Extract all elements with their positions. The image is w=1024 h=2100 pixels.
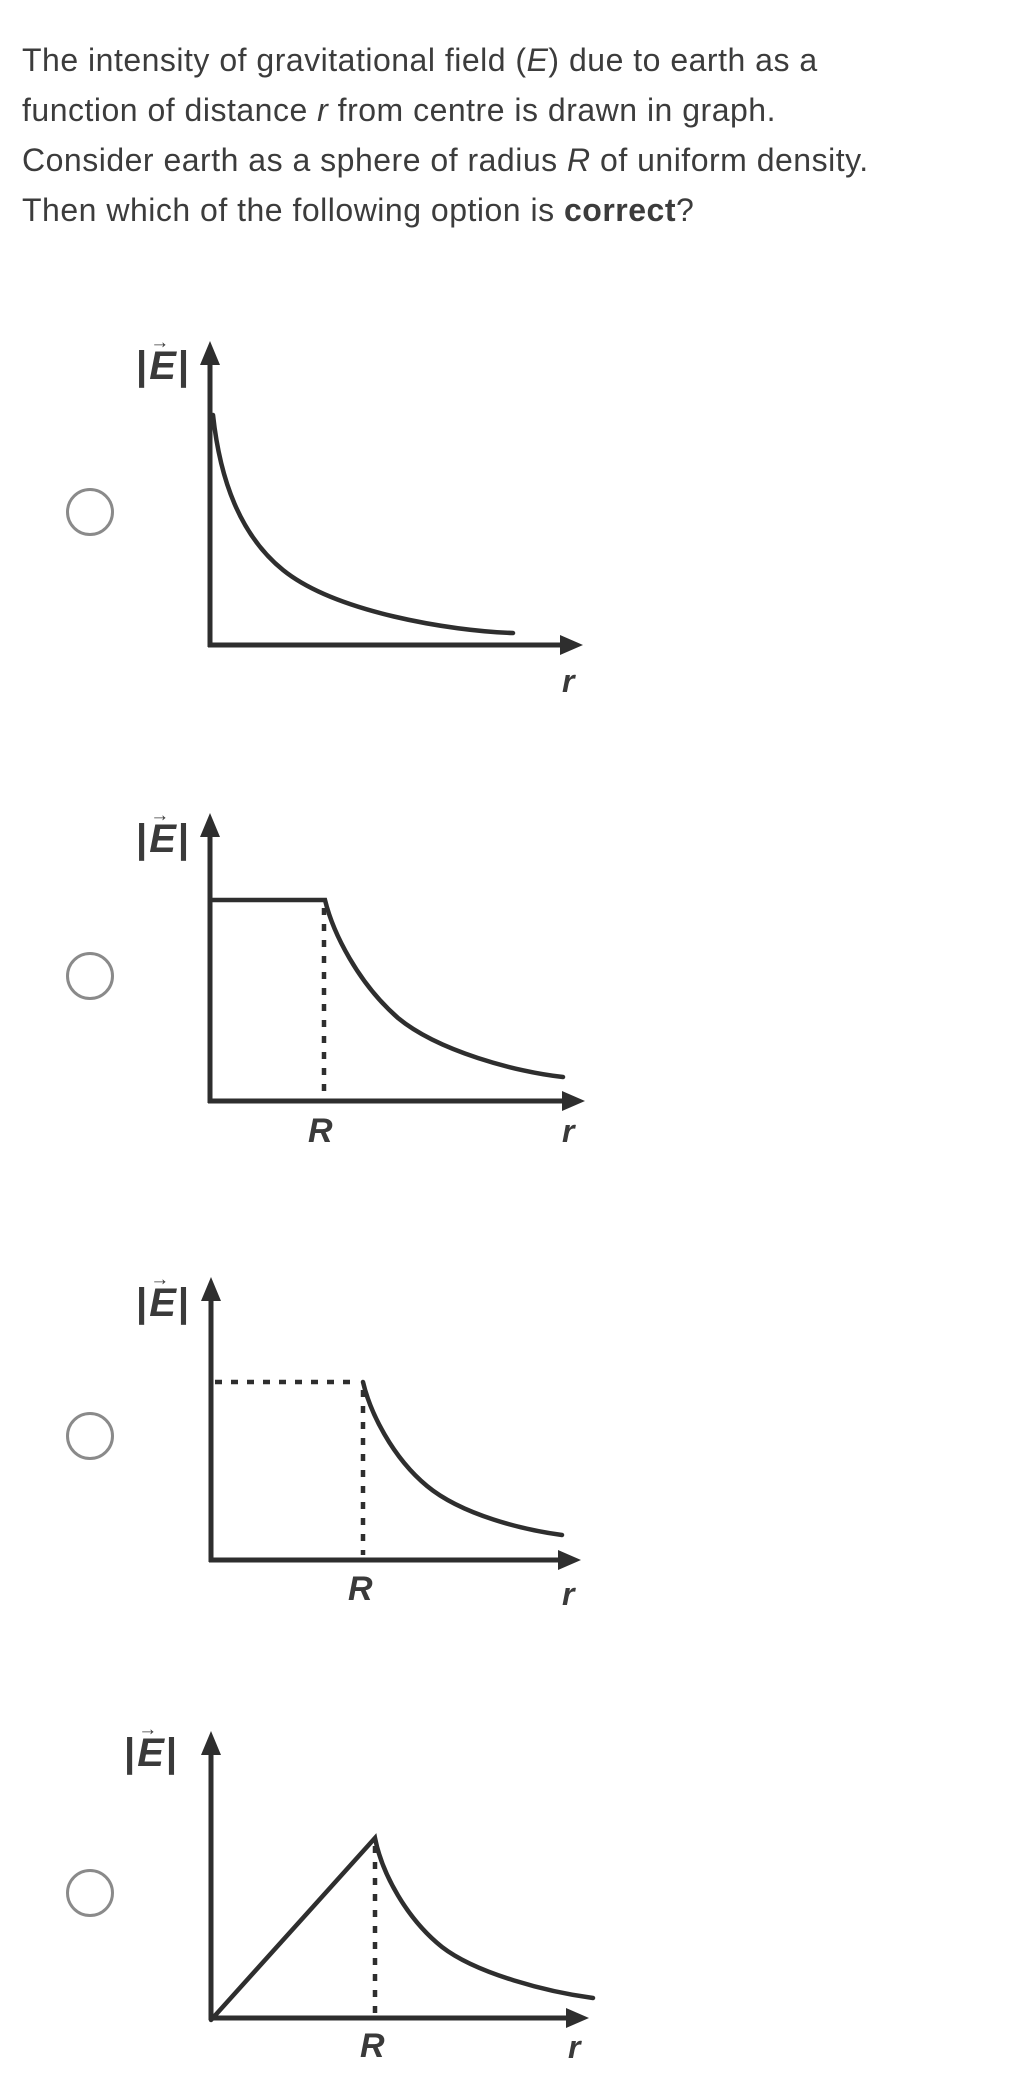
option-b-radio[interactable] — [66, 952, 114, 1000]
option-c-ylabel: | → E| — [136, 1269, 190, 1325]
option-c-graph — [201, 1277, 581, 1570]
x-axis-arrow-icon — [558, 1550, 581, 1570]
question-line-1: The intensity of gravitational field (E)… — [22, 42, 818, 78]
field-curve — [210, 412, 516, 636]
option-d-graph — [201, 1731, 596, 2028]
option-b-xlabel: r — [562, 1113, 575, 1149]
x-axis-arrow-icon — [560, 635, 583, 655]
option-a-ylabel: | → E| — [136, 332, 190, 388]
variable-r: r — [317, 92, 329, 128]
field-curve — [360, 1379, 565, 1538]
y-axis-arrow-icon — [201, 1731, 221, 1755]
question-line-4: Then which of the following option is co… — [22, 192, 695, 228]
y-axis-arrow-icon — [200, 813, 220, 837]
option-c-radio[interactable] — [66, 1412, 114, 1460]
x-axis-arrow-icon — [566, 2008, 589, 2028]
question-line-2: function of distance r from centre is dr… — [22, 92, 776, 128]
option-d-radio[interactable] — [66, 1869, 114, 1917]
option-c-xlabel: r — [562, 1576, 575, 1612]
field-curve — [208, 1833, 596, 2023]
emphasis-correct: correct — [563, 192, 676, 228]
option-b-ylabel: | → E| — [136, 805, 190, 861]
option-b-graph — [200, 813, 585, 1111]
option-b-R-label: R — [308, 1112, 333, 1150]
question-text: The intensity of gravitational field (E)… — [22, 35, 1002, 235]
vector-arrow-icon: → — [150, 332, 169, 353]
option-d-R-label: R — [360, 2027, 385, 2065]
variable-E: E — [526, 42, 549, 78]
option-b-row[interactable]: | → E| R r — [0, 800, 680, 1200]
y-axis-arrow-icon — [200, 341, 220, 365]
vector-arrow-icon: → — [138, 1719, 157, 1740]
option-a-radio[interactable] — [66, 488, 114, 536]
option-d-ylabel: | → E| — [124, 1719, 178, 1775]
option-a-graph — [200, 341, 583, 655]
option-d-row[interactable]: | → E| R r — [0, 1720, 680, 2100]
variable-R: R — [567, 142, 591, 178]
option-a-xlabel: r — [562, 663, 575, 699]
option-c-row[interactable]: | → E| R r — [0, 1270, 680, 1640]
vector-arrow-icon: → — [150, 1269, 169, 1290]
question-line-3: Consider earth as a sphere of radius R o… — [22, 142, 869, 178]
y-axis-arrow-icon — [201, 1277, 221, 1301]
option-c-R-label: R — [348, 1570, 373, 1608]
option-d-xlabel: r — [568, 2029, 581, 2065]
vector-arrow-icon: → — [150, 805, 169, 826]
x-axis-arrow-icon — [562, 1091, 585, 1111]
field-curve — [207, 897, 566, 1080]
option-a-row[interactable]: | → E| r — [0, 330, 680, 730]
